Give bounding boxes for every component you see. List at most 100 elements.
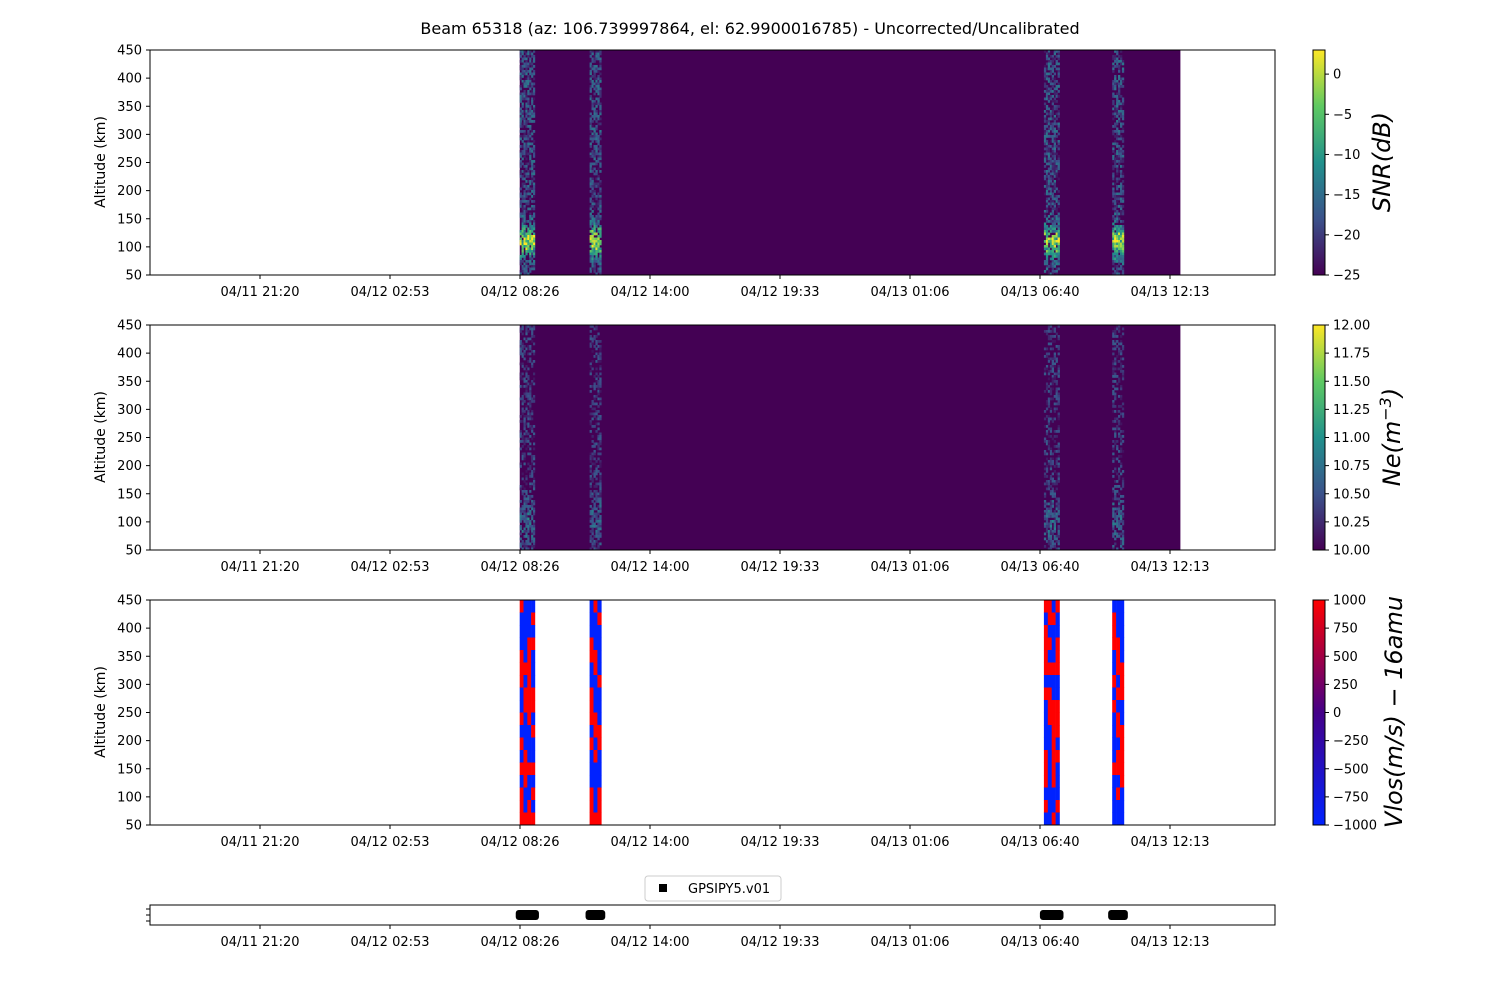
vlos-cell xyxy=(1047,675,1052,688)
snr-cell xyxy=(593,117,596,121)
ne-cell xyxy=(1053,330,1056,333)
snr-cell xyxy=(1057,260,1060,263)
ne-cell xyxy=(1114,530,1117,533)
snr-cell xyxy=(1053,155,1056,158)
snr-cell xyxy=(1043,147,1047,151)
snr-cell xyxy=(1043,77,1047,81)
snr-cell xyxy=(1045,147,1049,151)
snr-cell xyxy=(595,65,598,68)
snr-cell xyxy=(529,225,532,228)
snr-cell xyxy=(1112,150,1115,153)
ne-cell xyxy=(595,507,598,511)
ne-cell xyxy=(523,542,526,546)
snr-cell xyxy=(599,197,602,201)
vlos-cell xyxy=(1112,762,1117,776)
snr-cell xyxy=(519,92,522,96)
snr-cell xyxy=(593,72,596,76)
ne-cell xyxy=(589,465,592,468)
ne-cell xyxy=(1121,530,1125,533)
snr-cell xyxy=(1047,232,1051,236)
snr-cell xyxy=(1051,117,1054,121)
snr-cell xyxy=(593,75,596,78)
snr-cell xyxy=(529,232,532,236)
ne-cell xyxy=(525,347,528,351)
ne-cell xyxy=(531,425,534,428)
vlos-cell xyxy=(1047,612,1052,626)
snr-cell xyxy=(1057,200,1060,203)
snr-cell xyxy=(1112,145,1115,148)
ne-cell xyxy=(531,362,534,366)
snr-cell xyxy=(1114,110,1117,113)
ne-y-tick-label: 200 xyxy=(117,459,142,474)
snr-cell xyxy=(527,100,530,103)
snr-cell xyxy=(521,230,524,233)
ne-cell xyxy=(595,520,598,523)
snr-cell xyxy=(1057,50,1060,53)
snr-cell xyxy=(1043,130,1047,133)
snr-cell xyxy=(589,120,592,123)
snr-cell xyxy=(591,210,594,213)
vlos-cell xyxy=(519,762,524,776)
snr-cell xyxy=(1114,192,1117,196)
snr-cell xyxy=(1057,140,1060,143)
snr-cell xyxy=(525,110,528,113)
snr-cell xyxy=(593,257,596,261)
snr-cell xyxy=(1120,187,1123,191)
ne-cell xyxy=(525,382,528,386)
snr-cell xyxy=(1053,220,1056,223)
snr-cell xyxy=(1120,272,1123,276)
snr-cell xyxy=(1051,172,1054,176)
ne-cell xyxy=(1116,382,1119,386)
modes-legend-box xyxy=(644,875,782,902)
snr-cell xyxy=(595,217,598,221)
snr-cell xyxy=(523,142,526,146)
ne-cell xyxy=(1118,420,1121,423)
ne-cell xyxy=(1120,412,1123,416)
snr-cell xyxy=(1053,152,1056,156)
snr-cell xyxy=(529,242,532,246)
ne-cell xyxy=(1047,360,1051,363)
snr-cell xyxy=(533,165,536,168)
snr-cell xyxy=(1047,272,1051,276)
snr-cell xyxy=(1116,265,1119,268)
ne-cell xyxy=(521,352,524,356)
ne-cell xyxy=(1116,472,1119,476)
ne-cell xyxy=(591,425,594,428)
snr-cell xyxy=(523,90,526,93)
ne-cell xyxy=(527,540,530,543)
snr-cell xyxy=(1045,262,1049,266)
snr-cell xyxy=(1118,145,1121,148)
ne-cell xyxy=(1055,472,1058,476)
snr-cell xyxy=(599,152,602,156)
snr-x-tick-label: 04/13 01:06 xyxy=(870,285,949,300)
ne-cell xyxy=(599,360,602,363)
ne-cell xyxy=(597,532,600,536)
snr-cell xyxy=(591,57,594,61)
snr-cell xyxy=(525,135,528,138)
ne-cell xyxy=(1121,477,1125,481)
snr-cell xyxy=(1116,80,1119,83)
vlos-cell xyxy=(523,612,528,626)
snr-cell xyxy=(1043,165,1047,168)
snr-cell xyxy=(1116,50,1119,53)
ne-cell xyxy=(533,325,536,328)
snr-cell xyxy=(1055,240,1058,243)
ne-cell xyxy=(1053,362,1056,366)
ne-cell xyxy=(593,497,596,501)
snr-cell xyxy=(1121,100,1125,103)
ne-cell xyxy=(527,535,530,538)
ne-cell xyxy=(591,440,594,443)
ne-cell xyxy=(597,482,600,486)
ne-cell xyxy=(531,417,534,421)
snr-cell xyxy=(1112,107,1115,111)
ne-cell xyxy=(529,527,532,531)
ne-cell xyxy=(1118,500,1121,503)
snr-cell xyxy=(1112,155,1115,158)
snr-cell xyxy=(591,97,594,101)
vlos-x-tick-label: 04/13 01:06 xyxy=(870,835,949,850)
snr-cell xyxy=(597,90,600,93)
ne-cell xyxy=(531,430,534,433)
snr-cell xyxy=(1120,60,1123,63)
ne-cell xyxy=(1053,542,1056,546)
ne-cell xyxy=(527,497,530,501)
